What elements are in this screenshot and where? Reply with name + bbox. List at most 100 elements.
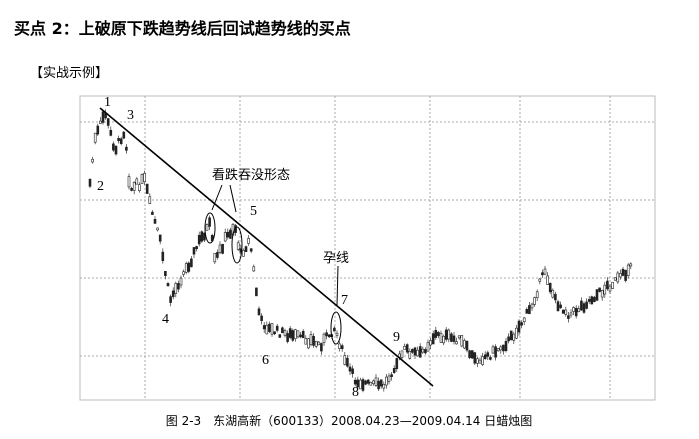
candle-body — [132, 181, 136, 191]
candle-body — [582, 303, 586, 313]
candle-body — [130, 187, 133, 191]
chart-frame: 看跌吞没形态 孕线 1 2 3 4 5 6 7 8 9 — [79, 95, 656, 401]
candle-body — [226, 231, 230, 238]
trend-line — [99, 107, 434, 387]
candle-body — [327, 334, 331, 338]
candle-body — [343, 355, 347, 365]
candle-body — [616, 272, 620, 283]
candle-body — [195, 246, 198, 250]
candle-body — [377, 380, 380, 390]
candle-body — [286, 333, 289, 342]
candle-body — [366, 379, 370, 384]
point-label: 2 — [97, 179, 104, 194]
candle-body — [442, 335, 445, 344]
candle-body — [312, 336, 315, 346]
candle-body — [418, 346, 422, 358]
candle-body — [151, 211, 154, 215]
candle-body — [127, 176, 131, 188]
candle-body — [109, 129, 113, 136]
candle-body — [161, 251, 165, 262]
highlight — [204, 212, 216, 244]
candle-body — [244, 246, 248, 252]
candle-body — [403, 345, 406, 350]
candle-body — [309, 334, 313, 345]
candle-body — [587, 299, 591, 302]
candle-body — [543, 268, 547, 275]
grid — [80, 96, 655, 400]
candle-body — [361, 379, 365, 391]
candle-body — [470, 350, 474, 359]
candle-body — [392, 367, 396, 373]
highlight — [330, 311, 342, 345]
candle-body — [572, 307, 575, 312]
candle-body — [351, 368, 354, 374]
candle-body — [478, 359, 482, 364]
candle-body — [613, 277, 617, 281]
arrows — [211, 184, 339, 306]
candle-body — [408, 351, 412, 359]
candle-body — [281, 327, 284, 334]
candle-body — [278, 334, 282, 338]
candle-body — [509, 330, 513, 341]
candle-body — [177, 283, 180, 290]
candle-body — [135, 178, 139, 185]
candle-body — [93, 132, 97, 143]
candle-body — [491, 346, 495, 354]
candle-body — [405, 344, 409, 353]
candle-body — [346, 357, 349, 367]
candle-body — [325, 332, 328, 337]
candle-body — [301, 330, 305, 339]
candle-body — [333, 327, 336, 332]
candle-body — [208, 217, 211, 227]
candle-body — [145, 183, 149, 194]
candle-body — [385, 376, 388, 386]
candle-body — [528, 305, 531, 315]
candle-body — [262, 325, 266, 330]
section-label: 【实战示例】 — [30, 66, 108, 81]
candle-body — [434, 330, 438, 338]
candle-body — [512, 333, 516, 341]
candle-body — [421, 348, 425, 353]
candle-body — [476, 358, 479, 364]
candle-body — [166, 283, 170, 287]
candle-body — [556, 301, 560, 312]
candle-body — [455, 341, 458, 345]
candle-body — [535, 291, 539, 298]
candle-body — [307, 338, 310, 349]
candle-body — [156, 227, 159, 231]
candle-body — [626, 264, 630, 276]
candle-body — [395, 358, 399, 370]
arrow — [229, 184, 237, 213]
candle-body — [369, 381, 373, 386]
candle-body — [621, 268, 625, 276]
candle-body — [387, 375, 391, 382]
chart-border — [79, 95, 656, 401]
candle-body — [299, 334, 302, 338]
candle-body — [114, 145, 118, 155]
candle-body — [169, 296, 172, 303]
candle-body — [546, 275, 549, 285]
candle-body — [96, 125, 100, 135]
candle-body — [416, 349, 419, 357]
candle-body — [275, 325, 279, 331]
annotation: 孕线 — [323, 251, 349, 266]
candle-body — [559, 304, 562, 309]
candle-body — [564, 309, 568, 315]
arrow — [211, 184, 223, 211]
candle-body — [148, 196, 152, 204]
candle-body — [567, 315, 570, 319]
caption: 图 2-3 东湖高新（600133）2008.04.23—2009.04.14 … — [166, 413, 532, 428]
candle-body — [494, 346, 497, 358]
candle-body — [153, 219, 157, 224]
candle-body — [218, 244, 222, 253]
candle-body — [463, 340, 466, 349]
candle-body — [252, 266, 256, 272]
point-label: 8 — [352, 385, 359, 400]
candle-body — [353, 379, 357, 385]
candle-body — [520, 322, 523, 326]
candle-body — [117, 138, 120, 142]
candle-body — [221, 243, 224, 254]
candle-body — [379, 379, 383, 387]
page-title: 买点 2：上破原下跌趋势线后回试趋势线的买点 — [14, 19, 351, 38]
